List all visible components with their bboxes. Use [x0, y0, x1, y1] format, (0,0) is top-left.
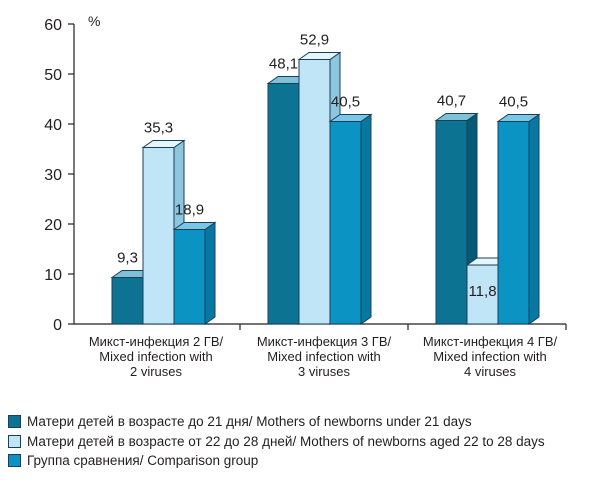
- bar-front-face: [111, 277, 144, 325]
- y-tick-label: 30: [44, 167, 62, 184]
- y-tick-label: 40: [44, 117, 62, 134]
- x-category-label: Микст-инфекция 3 ГВ/: [257, 334, 392, 349]
- legend-swatch-comparison-group: [8, 454, 21, 468]
- legend-item-22-to-28-days: Матери детей в возрасте от 22 до 28 дней…: [8, 432, 545, 452]
- y-unit-label: %: [88, 13, 100, 29]
- y-tick-label: 50: [44, 67, 62, 84]
- bar-2-3: [328, 113, 373, 325]
- bar-side-face: [528, 113, 540, 325]
- legend-swatch-22-to-28-days: [8, 434, 21, 448]
- legend-item-comparison-group: Группа сравнения/ Comparison group: [8, 451, 545, 471]
- x-category-label: Микст-инфекция 4 ГВ/: [423, 334, 558, 349]
- x-category-label: 4 viruses: [464, 364, 517, 379]
- x-category-label: 3 viruses: [298, 364, 351, 379]
- x-category-label: Mixed infection with: [433, 349, 546, 364]
- y-tick-label: 60: [44, 17, 62, 34]
- bar-side-face: [204, 221, 216, 325]
- value-label: 40,7: [437, 93, 466, 110]
- value-label: 40,5: [499, 94, 528, 111]
- bar-front-face: [298, 59, 331, 325]
- x-category-label: 2 viruses: [130, 364, 183, 379]
- value-label: 9,3: [117, 250, 138, 267]
- bar-chart: 0 10 20 30 40 50 60 % 9,3 35,3 18,9 48,152,9 40,5 40,…: [44, 13, 567, 379]
- bar-front-face: [142, 147, 175, 325]
- value-label: 40,5: [331, 94, 360, 111]
- legend-swatch-under-21-days: [8, 415, 21, 429]
- value-label: 35,3: [144, 120, 173, 137]
- bar-front-face: [267, 83, 300, 325]
- bar-3-3: [496, 113, 541, 325]
- legend-item-under-21-days: Матери детей в возрасте до 21 дня/ Mothe…: [8, 412, 545, 432]
- x-category-label: Mixed infection with: [99, 349, 212, 364]
- y-tick-label: 20: [44, 217, 62, 234]
- bar-front-face: [497, 121, 530, 325]
- bar-1-3: [172, 221, 217, 325]
- bar-front-face: [329, 121, 362, 325]
- x-category-label: Микст-инфекция 2 ГВ/: [89, 334, 224, 349]
- value-label: 18,9: [175, 202, 204, 219]
- y-tick-label: 10: [44, 267, 62, 284]
- x-category-label: Mixed infection with: [267, 349, 380, 364]
- value-label: 52,9: [300, 32, 329, 49]
- bar-side-face: [360, 113, 372, 325]
- labels-layer: 0 10 20 30 40 50 60 % 9,3 35,3 18,9 48,152,9 40,5 40,…: [44, 13, 557, 379]
- bar-front-face: [435, 120, 468, 325]
- bars-layer: [110, 51, 541, 325]
- y-tick-label: 0: [53, 317, 62, 334]
- value-label: 11,8: [468, 283, 496, 300]
- legend-label-under-21-days: Матери детей в возрасте до 21 дня/ Mothe…: [27, 414, 472, 429]
- legend-label-22-to-28-days: Матери детей в возрасте от 22 до 28 дней…: [27, 433, 545, 449]
- bar-front-face: [466, 264, 499, 325]
- bar-front-face: [173, 229, 206, 325]
- value-label: 48,1: [269, 56, 298, 73]
- legend: Матери детей в возрасте до 21 дня/ Mothe…: [8, 412, 545, 471]
- legend-label-comparison-group: Группа сравнения/ Comparison group: [27, 453, 259, 468]
